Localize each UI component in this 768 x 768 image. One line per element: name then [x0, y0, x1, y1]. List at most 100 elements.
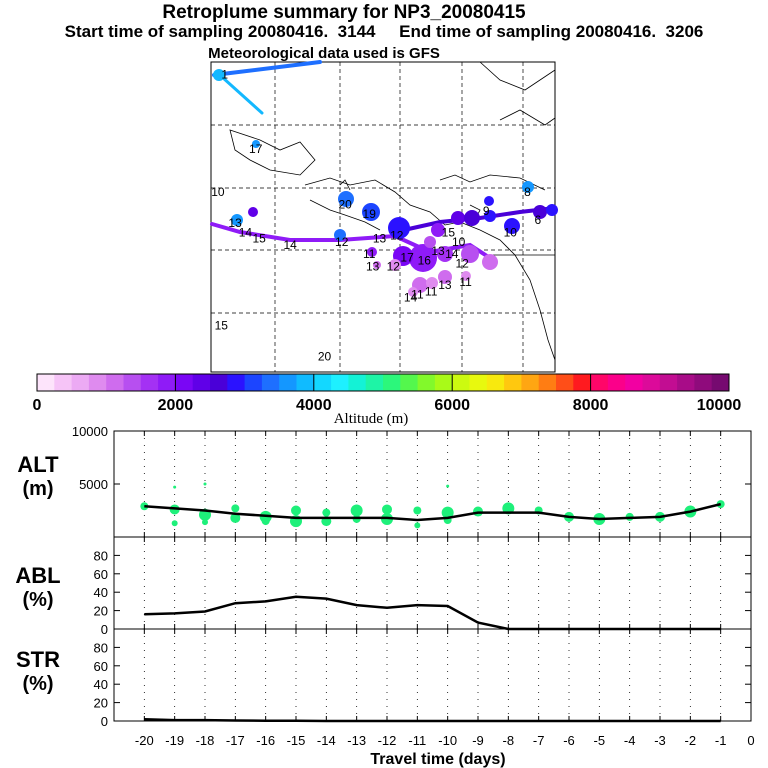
colorbar-swatch [106, 374, 124, 391]
plume-marker [451, 211, 465, 225]
map-day-label: 10 [504, 226, 518, 240]
map-day-label: 8 [524, 185, 531, 199]
map-day-label: 13 [366, 260, 380, 274]
met-data-note: Meteorological data used is GFS [208, 45, 440, 62]
altitude-scatter-point [171, 520, 178, 527]
plume-marker [252, 140, 260, 148]
x-tick-label: -7 [533, 733, 545, 748]
colorbar-swatch [504, 374, 522, 391]
map-day-label: 15 [442, 226, 456, 240]
plume-marker [367, 247, 377, 257]
plume-marker [213, 69, 225, 81]
y-tick-label: 60 [94, 659, 108, 674]
plume-marker [409, 244, 437, 272]
colorbar-swatch [244, 374, 263, 391]
map-day-label: 11 [425, 284, 438, 298]
colorbar-swatch [452, 374, 470, 391]
colorbar-tick-label: 2000 [158, 397, 194, 414]
map-day-label: 11 [363, 247, 376, 261]
y-tick-label: 0 [101, 622, 108, 637]
y-tick-label: 20 [94, 604, 108, 619]
plume-marker [388, 217, 410, 239]
timeseries-panels: 500010000ALT(m)020406080ABL(%)020406080S… [15, 424, 754, 768]
map-day-label: 12 [390, 229, 404, 243]
x-tick-label: -3 [654, 733, 666, 748]
colorbar-frame [36, 373, 730, 392]
coastlines [229, 61, 556, 361]
colorbar-tick-label: 10000 [697, 397, 742, 414]
colorbar-swatch [694, 374, 713, 391]
plume-marker [546, 204, 558, 216]
y-tick-label: 40 [94, 585, 108, 600]
altitude-scatter-point [231, 504, 240, 513]
plume-marker [408, 287, 418, 297]
map-day-label: 6 [534, 213, 541, 227]
panel-frame [113, 430, 752, 538]
colorbar-swatch [521, 374, 540, 391]
colorbar-swatch [383, 374, 401, 391]
y-tick-label: 10000 [72, 424, 108, 439]
map-frame [210, 61, 556, 373]
track-segment [210, 222, 492, 260]
colorbar-swatch [279, 374, 297, 391]
colorbar-swatch [227, 374, 245, 391]
plume-marker [248, 207, 258, 217]
plume-marker [461, 245, 479, 263]
map-day-label: 1 [221, 67, 228, 81]
x-tick-label: -4 [624, 733, 636, 748]
x-tick-label: -12 [378, 733, 397, 748]
panel-label-str: STR [16, 647, 60, 672]
map-day-label: 10 [452, 235, 466, 249]
x-tick-label: -15 [287, 733, 306, 748]
altitude-scatter-point [203, 482, 207, 486]
colorbar-swatch [659, 374, 678, 391]
x-tick-label: -14 [317, 733, 336, 748]
plume-marker [231, 214, 243, 226]
map-day-label: 19 [363, 207, 377, 221]
plume-marker [464, 210, 480, 226]
altitude-scatter-point [173, 485, 177, 489]
colorbar-swatch [175, 374, 194, 391]
map-day-label: 17 [249, 142, 263, 156]
map-day-label: 20 [338, 198, 352, 212]
colorbar-swatch [417, 374, 436, 391]
colorbar-tick-label: 6000 [434, 397, 470, 414]
x-tick-label: -11 [408, 733, 426, 748]
colorbar-swatch [37, 374, 55, 391]
plume-marker [504, 218, 520, 234]
plume-marker [373, 261, 381, 269]
map-day-label: 15 [215, 319, 229, 333]
altitude-scatter-point [446, 484, 450, 488]
map-day-label: 12 [335, 235, 349, 249]
map-day-label: 13 [431, 244, 445, 258]
colorbar-swatch [486, 374, 505, 391]
colorbar-tick-label: 4000 [296, 397, 332, 414]
series-line-str [144, 717, 721, 723]
plume-marker [362, 203, 380, 221]
colorbar-swatch [313, 374, 332, 391]
altitude-scatter-point [413, 506, 422, 515]
x-tick-label: -13 [347, 733, 366, 748]
plume-marker [438, 270, 452, 284]
colorbar-swatch [590, 374, 609, 391]
plume-marker [334, 229, 346, 241]
plume-marker [426, 277, 438, 289]
y-tick-label: 20 [94, 696, 108, 711]
altitude-scatter-point [261, 517, 270, 526]
plume-marker [522, 181, 534, 193]
panel-abl: 0 20 40 60 80 ABL(%) [15, 536, 752, 637]
altitude-scatter-point [382, 504, 392, 515]
map-day-label: 16 [418, 253, 432, 267]
y-tick-label: 40 [94, 677, 108, 692]
track-segment [212, 60, 322, 77]
plume-marker [437, 246, 453, 262]
y-tick-label: 80 [94, 640, 108, 655]
map-day-label: 13 [373, 232, 387, 246]
colorbar-swatch [296, 374, 315, 391]
chart-title: Retroplume summary for NP3_20080415 [162, 2, 526, 23]
colorbar-swatch [331, 374, 349, 391]
plume-marker [484, 210, 496, 222]
colorbar-swatch [158, 374, 176, 391]
